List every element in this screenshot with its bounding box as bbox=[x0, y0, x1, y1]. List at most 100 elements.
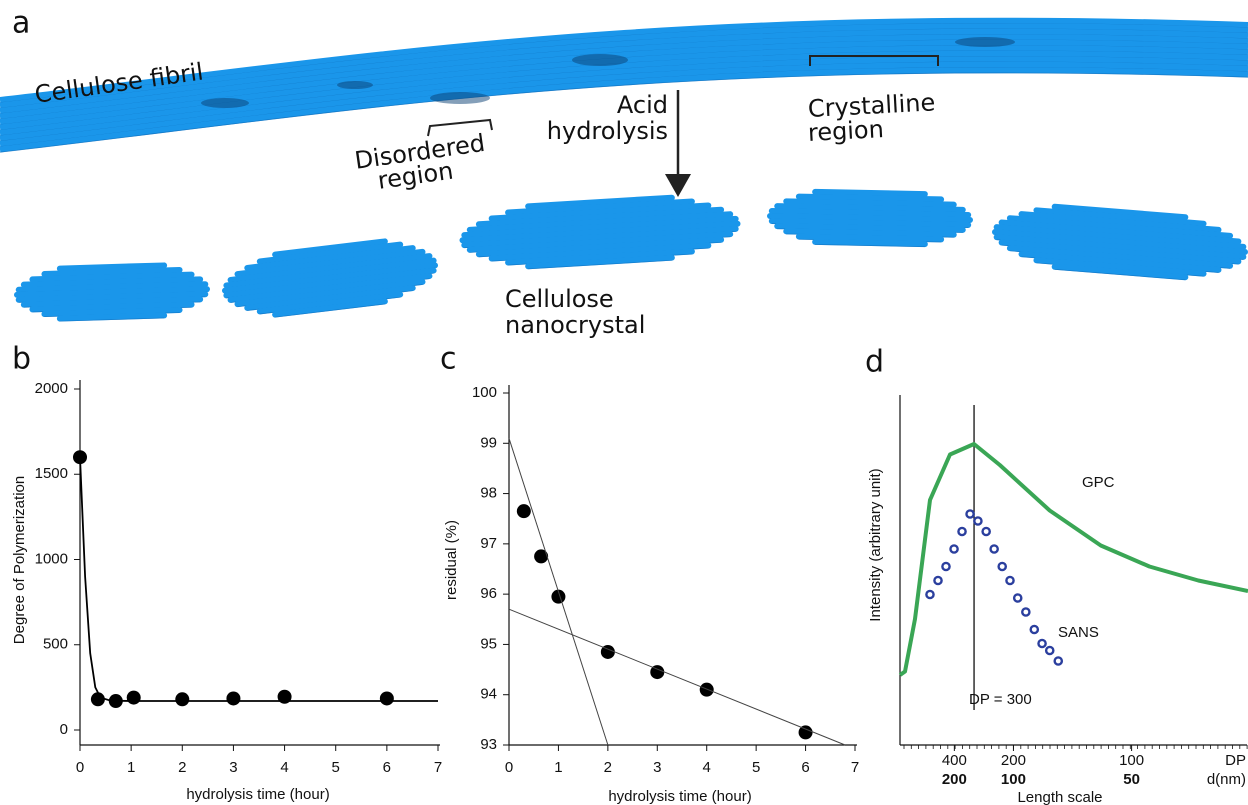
disordered-zone bbox=[572, 54, 628, 66]
nanocrystal-strand bbox=[812, 188, 928, 198]
fibril-strand bbox=[0, 45, 1248, 131]
y-tick-label: 2000 bbox=[35, 380, 68, 397]
bracket bbox=[427, 118, 493, 137]
nanocrystal-strand bbox=[56, 262, 168, 272]
nanocrystal-strand bbox=[1018, 251, 1222, 273]
label: Cellulose bbox=[505, 285, 614, 313]
nanocrystal-strand bbox=[795, 233, 945, 243]
disordered-zone bbox=[955, 37, 1015, 47]
series-label: GPC bbox=[1082, 474, 1115, 491]
nanocrystal-strand bbox=[774, 223, 966, 233]
nanocrystal-strand bbox=[459, 220, 741, 244]
nanocrystal-strand bbox=[774, 203, 966, 213]
illustration bbox=[0, 17, 1248, 322]
x2-tick-label: 200 bbox=[942, 771, 967, 788]
panel-letter: d bbox=[865, 345, 884, 380]
data-point bbox=[126, 690, 141, 705]
nanocrystal-strand bbox=[29, 271, 195, 283]
x-row-label: DP bbox=[1225, 752, 1246, 769]
data-point bbox=[699, 682, 714, 697]
nanocrystal-strand bbox=[505, 248, 695, 266]
nanocrystal-strand bbox=[998, 239, 1242, 265]
label: Acid bbox=[617, 91, 668, 119]
nanocrystal-strand bbox=[525, 194, 675, 210]
nanocrystal-strand bbox=[461, 215, 739, 239]
nanocrystal-strand bbox=[14, 286, 210, 298]
nanocrystal-strand bbox=[227, 273, 433, 303]
nanocrystal-strand bbox=[1006, 215, 1234, 239]
nanocrystal-strand bbox=[256, 241, 404, 265]
nanocrystal-strand bbox=[29, 301, 195, 313]
x-tick-label: 1 bbox=[554, 759, 562, 776]
x-tick-label: 5 bbox=[332, 759, 340, 776]
x2-tick-label: 50 bbox=[1123, 771, 1140, 788]
data-point bbox=[650, 665, 665, 680]
data-point bbox=[175, 692, 190, 707]
series-line bbox=[508, 438, 609, 746]
y-axis-title: residual (%) bbox=[443, 520, 460, 600]
nanocrystal-strand bbox=[1033, 257, 1207, 277]
y-tick-label: 1000 bbox=[35, 550, 68, 567]
data-point bbox=[534, 549, 549, 564]
x-tick-label: 0 bbox=[505, 759, 513, 776]
data-point bbox=[973, 516, 983, 526]
label: Crystalline bbox=[807, 88, 936, 123]
x-tick-label: 200 bbox=[1001, 752, 1026, 769]
x-tick-label: 100 bbox=[1119, 752, 1144, 769]
fibril-strand bbox=[0, 56, 1248, 142]
fibril-strand bbox=[0, 61, 1248, 147]
data-point bbox=[551, 589, 566, 604]
nanocrystal-strand bbox=[272, 298, 388, 318]
data-point bbox=[1037, 638, 1047, 649]
series-line bbox=[79, 457, 438, 702]
nanocrystal-strand bbox=[227, 253, 433, 283]
nanocrystal-strand bbox=[223, 267, 437, 299]
data-point bbox=[379, 691, 394, 706]
y-tick-label: 99 bbox=[480, 434, 497, 451]
nanocrystal-strand bbox=[767, 213, 973, 223]
nanocrystal-groove bbox=[59, 317, 165, 322]
y-tick-label: 500 bbox=[43, 636, 68, 653]
nanocrystal-strand bbox=[234, 278, 426, 308]
data-point bbox=[965, 509, 975, 519]
nanocrystal-strand bbox=[466, 231, 734, 253]
nanocrystal-strand bbox=[783, 228, 957, 238]
nanocrystal-strand bbox=[812, 238, 928, 248]
y-tick-label: 97 bbox=[480, 535, 497, 552]
panel-letter: b bbox=[12, 342, 31, 377]
nanocrystal-strand bbox=[993, 224, 1247, 250]
data-point bbox=[949, 544, 959, 554]
nanocrystal-strand bbox=[768, 208, 972, 218]
nanocrystal-strand bbox=[15, 291, 209, 303]
fibril-strand bbox=[0, 17, 1248, 103]
x-tick-label: 7 bbox=[434, 759, 442, 776]
y-tick-label: 94 bbox=[480, 686, 497, 703]
x-tick-label: 0 bbox=[76, 759, 84, 776]
nanocrystal-strand bbox=[41, 306, 183, 318]
nanocrystal-strand bbox=[15, 281, 209, 293]
nanocrystal-strand bbox=[475, 236, 725, 258]
x-tick-label: 6 bbox=[801, 759, 809, 776]
x-tick-label: 5 bbox=[752, 759, 760, 776]
nanocrystal-strand bbox=[525, 254, 675, 270]
x-row-label: d(nm) bbox=[1207, 771, 1246, 788]
disordered-zone bbox=[430, 92, 490, 104]
data-point bbox=[933, 575, 943, 586]
nanocrystal-strand bbox=[488, 242, 712, 262]
nanocrystal-strand bbox=[1051, 203, 1189, 221]
nanocrystal-groove bbox=[275, 303, 385, 318]
x-tick-label: 2 bbox=[178, 759, 186, 776]
nanocrystal-strand bbox=[272, 238, 388, 258]
nanocrystal-strand bbox=[505, 198, 695, 216]
data-point bbox=[1053, 656, 1064, 666]
data-point bbox=[1044, 645, 1055, 656]
y-tick-label: 95 bbox=[480, 635, 497, 652]
nanocrystal-strand bbox=[20, 276, 204, 288]
x-tick-label: 4 bbox=[703, 759, 711, 776]
label: hydrolysis bbox=[547, 117, 668, 145]
nanocrystal-groove bbox=[528, 259, 672, 270]
data-point bbox=[1005, 575, 1015, 586]
nanocrystal-strand bbox=[244, 245, 416, 271]
nanocrystal-strand bbox=[992, 229, 1248, 255]
